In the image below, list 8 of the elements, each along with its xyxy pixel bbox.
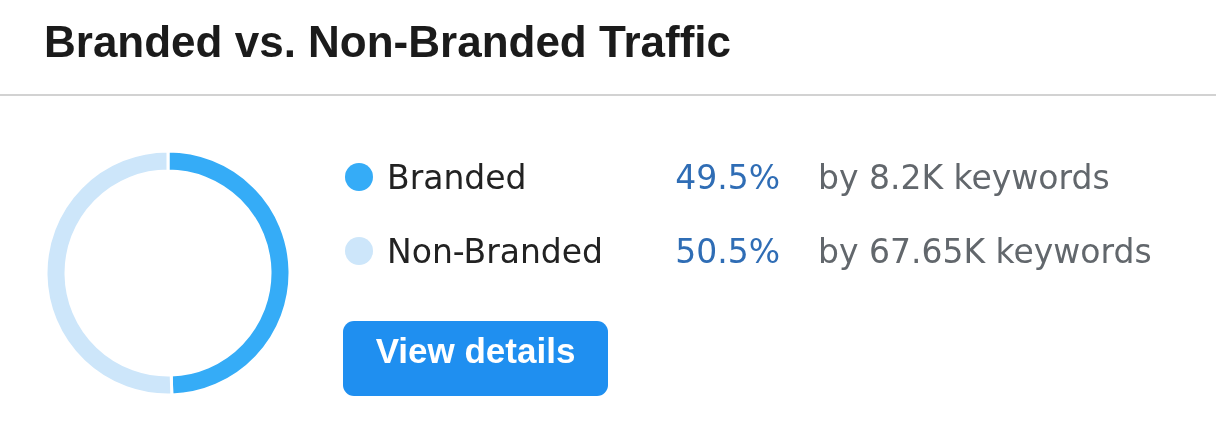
text: by 8.2K keywords <box>818 158 1110 197</box>
text: by 67.65K keywords <box>818 232 1152 271</box>
data-label: 49.5% <box>675 158 780 197</box>
legend-label: Non-Branded <box>387 232 604 271</box>
chart-title: Branded vs. Non-Branded Traffic <box>44 17 732 66</box>
legend-label: Branded <box>387 158 527 197</box>
data-label: 50.5% <box>675 232 780 271</box>
button[interactable]: View details <box>343 321 608 396</box>
